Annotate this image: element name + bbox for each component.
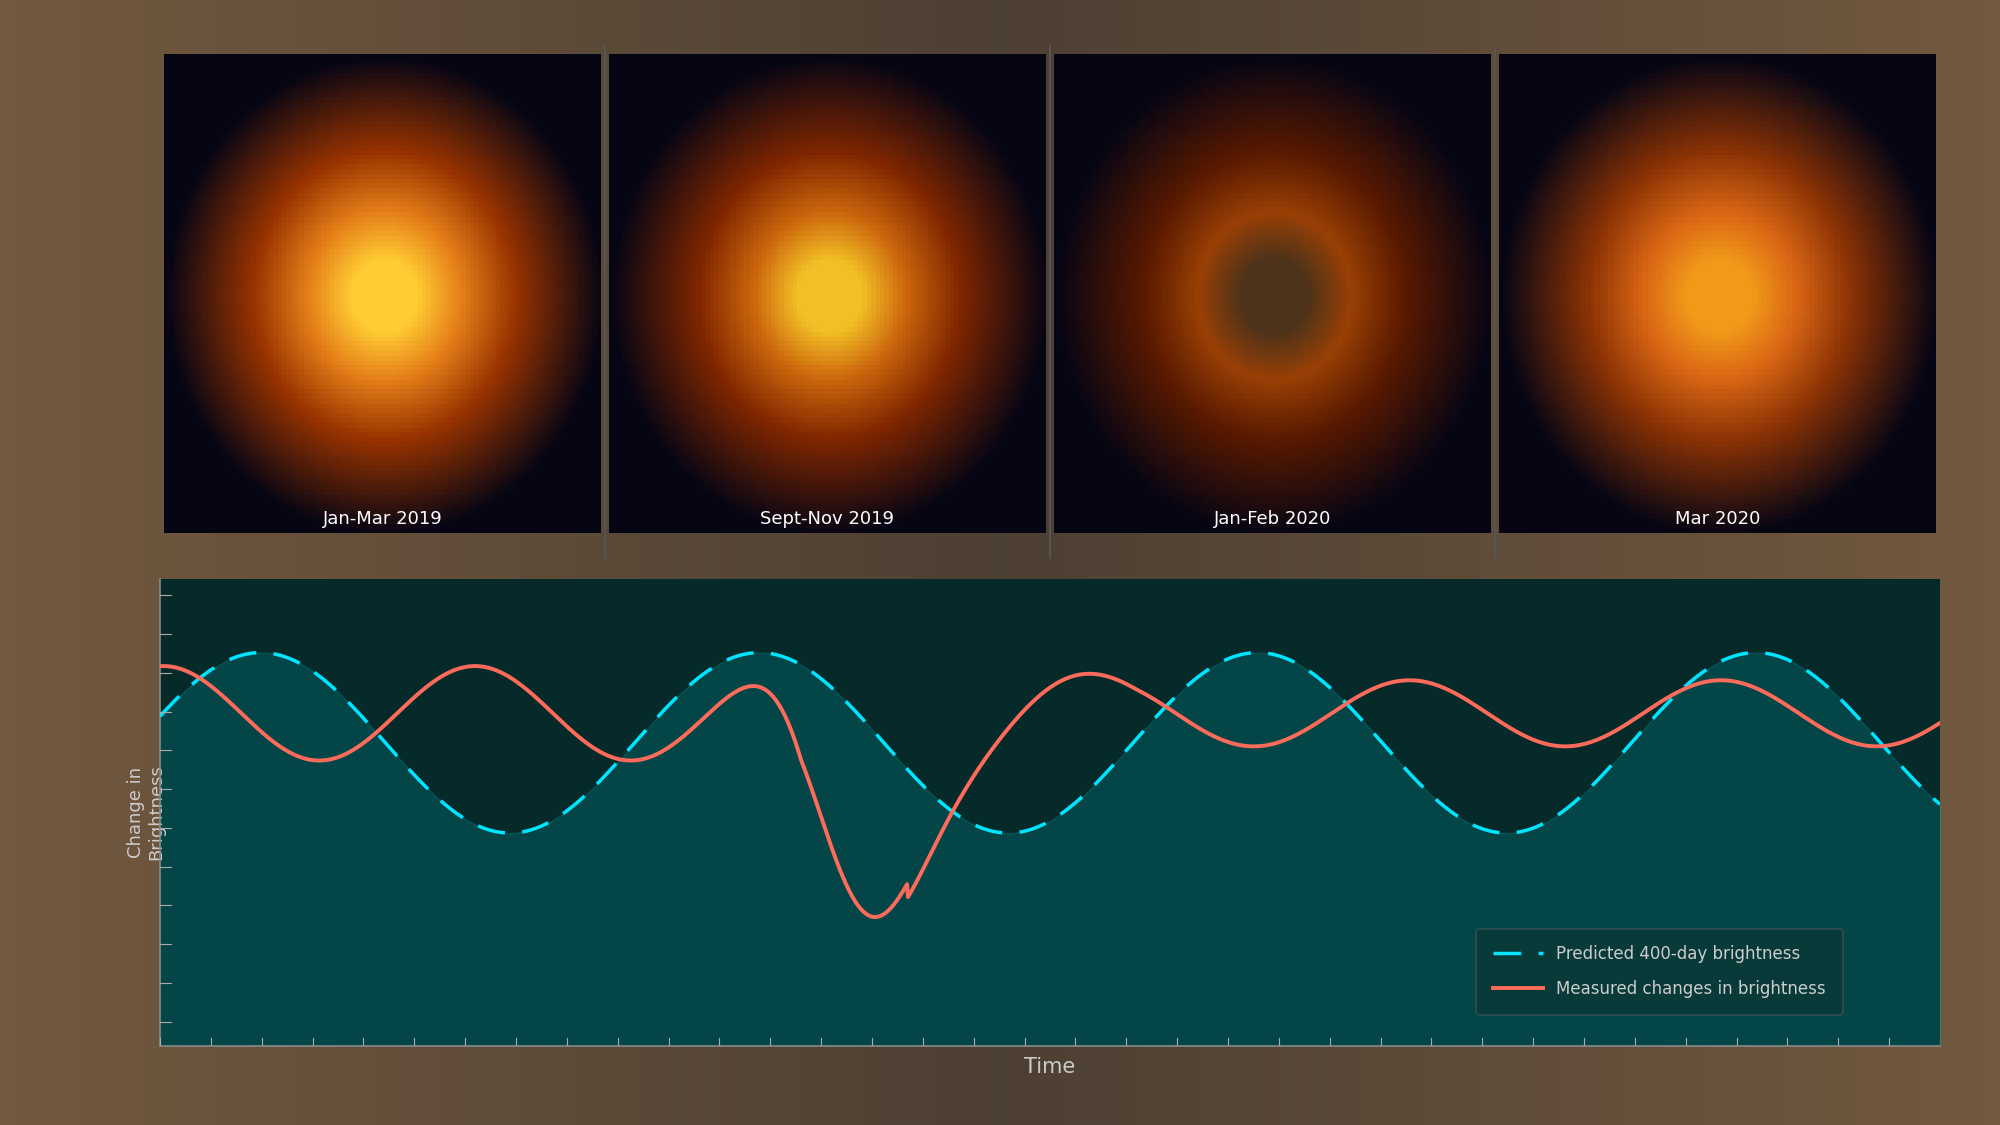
Line: Measured changes in brightness: Measured changes in brightness xyxy=(160,666,1940,917)
X-axis label: Time: Time xyxy=(1024,1058,1076,1078)
Measured changes in brightness xyxy=(1552,739,1576,753)
Measured changes in brightness xyxy=(240,717,264,730)
Measured changes in brightness xyxy=(1928,717,1952,730)
Predicted 400-day brightness xyxy=(1928,798,1952,811)
Text: Jan-Mar 2019: Jan-Mar 2019 xyxy=(322,511,442,529)
Measured changes in brightness xyxy=(864,910,888,924)
Measured changes in brightness xyxy=(1878,738,1902,752)
Predicted 400-day brightness xyxy=(238,647,262,660)
Measured changes in brightness xyxy=(1016,701,1040,714)
Predicted 400-day brightness xyxy=(148,710,172,723)
Predicted 400-day brightness xyxy=(968,820,992,834)
Predicted 400-day brightness xyxy=(1016,824,1040,837)
Measured changes in brightness xyxy=(152,659,176,673)
Measured changes in brightness xyxy=(148,659,172,673)
Text: Jan-Feb 2020: Jan-Feb 2020 xyxy=(1214,511,1332,529)
Measured changes in brightness xyxy=(1878,739,1902,753)
Text: Sept-Nov 2019: Sept-Nov 2019 xyxy=(760,511,894,529)
Legend: Predicted 400-day brightness, Measured changes in brightness: Predicted 400-day brightness, Measured c… xyxy=(1476,928,1842,1015)
Predicted 400-day brightness xyxy=(498,826,522,839)
Predicted 400-day brightness xyxy=(1878,746,1902,759)
Y-axis label: Change in
Brightness: Change in Brightness xyxy=(126,765,166,861)
Predicted 400-day brightness xyxy=(1878,747,1902,760)
Measured changes in brightness xyxy=(968,759,992,773)
Text: Mar 2020: Mar 2020 xyxy=(1674,511,1760,529)
Predicted 400-day brightness xyxy=(748,646,772,659)
Line: Predicted 400-day brightness: Predicted 400-day brightness xyxy=(160,652,1940,832)
Predicted 400-day brightness xyxy=(1552,804,1576,818)
